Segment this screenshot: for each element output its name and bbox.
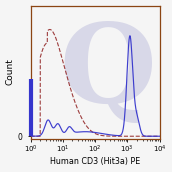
X-axis label: Human CD3 (Hit3a) PE: Human CD3 (Hit3a) PE: [50, 157, 140, 166]
Text: Q: Q: [60, 19, 156, 126]
Y-axis label: Count: Count: [6, 59, 15, 85]
